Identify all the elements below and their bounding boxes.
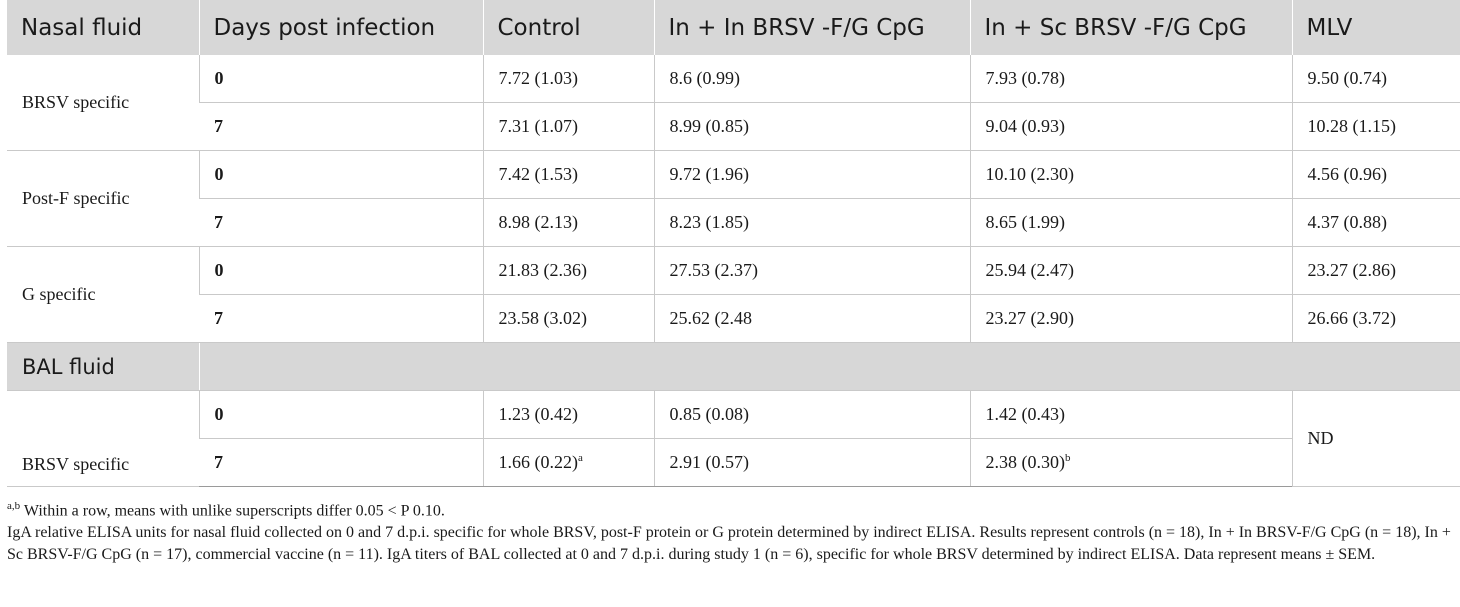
in-in-cell: 27.53 (2.37) — [653, 246, 970, 295]
section-filler — [198, 342, 1460, 391]
in-in-cell: 25.62 (2.48 — [653, 294, 970, 343]
in-sc-cell: 2.38 (0.30)b — [969, 438, 1292, 487]
control-cell: 8.98 (2.13) — [482, 198, 654, 247]
section-title-bal: BAL fluid — [7, 342, 199, 391]
in-in-cell: 8.99 (0.85) — [653, 102, 970, 151]
table-row: 7 1.66 (0.22)a 2.91 (0.57) 2.38 (0.30)b — [7, 438, 1460, 487]
in-in-cell: 0.85 (0.08) — [653, 390, 970, 439]
header-in-in: In + In BRSV -F/G CpG — [653, 0, 970, 55]
control-cell: 7.31 (1.07) — [482, 102, 654, 151]
table-row: BRSV specific 0 1.23 (0.42) 0.85 (0.08) … — [7, 390, 1460, 487]
control-cell: 21.83 (2.36) — [482, 246, 654, 295]
day-cell: 7 — [199, 102, 483, 151]
mlv-cell: 4.37 (0.88) — [1291, 198, 1460, 247]
in-sc-value: 2.38 (0.30) — [985, 452, 1066, 472]
table-row: 7 8.98 (2.13) 8.23 (1.85) 8.65 (1.99) 4.… — [7, 198, 1460, 247]
mlv-cell: 10.28 (1.15) — [1291, 102, 1460, 151]
table-row: 7 7.31 (1.07) 8.99 (0.85) 9.04 (0.93) 10… — [7, 102, 1460, 151]
header-in-sc: In + Sc BRSV -F/G CpG — [969, 0, 1292, 55]
row-group-label: Post-F specific — [7, 150, 199, 247]
iga-table: Nasal fluid Days post infection Control … — [7, 0, 1460, 487]
in-sc-cell: 7.93 (0.78) — [969, 55, 1292, 103]
section-header-row: BAL fluid — [7, 342, 1460, 391]
control-cell: 7.72 (1.03) — [482, 55, 654, 103]
mlv-cell: 4.56 (0.96) — [1291, 150, 1460, 199]
day-cell: 7 — [199, 438, 483, 487]
in-sc-cell: 1.42 (0.43) — [969, 390, 1292, 439]
in-in-cell: 8.23 (1.85) — [653, 198, 970, 247]
day-cell: 0 — [198, 390, 483, 439]
table-row: G specific 0 21.83 (2.36) 27.53 (2.37) 2… — [7, 246, 1460, 343]
table-footnotes: a,b Within a row, means with unlike supe… — [7, 495, 1453, 566]
superscript-b: b — [1065, 452, 1071, 464]
mlv-nd-cell: ND — [1291, 390, 1460, 487]
in-in-cell: 2.91 (0.57) — [653, 438, 970, 487]
day-cell: 7 — [199, 294, 483, 343]
superscript-a: a — [578, 452, 583, 464]
control-cell: 7.42 (1.53) — [482, 150, 654, 199]
in-in-cell: 9.72 (1.96) — [653, 150, 970, 199]
row-group-label: BRSV specific — [7, 390, 199, 487]
footnote-marker: a,b — [7, 500, 21, 512]
header-row: Nasal fluid Days post infection Control … — [7, 0, 1460, 55]
in-sc-value: 1.42 (0.43) — [985, 404, 1066, 424]
day-cell: 0 — [198, 246, 483, 295]
day-cell: 0 — [198, 150, 483, 199]
table-row: Post-F specific 0 7.42 (1.53) 9.72 (1.96… — [7, 150, 1460, 247]
control-cell: 1.23 (0.42) — [482, 390, 654, 439]
in-sc-cell: 9.04 (0.93) — [969, 102, 1292, 151]
mlv-cell: 23.27 (2.86) — [1291, 246, 1460, 295]
row-group-label: G specific — [7, 246, 199, 343]
control-value: 1.66 (0.22) — [498, 452, 579, 472]
control-cell: 23.58 (3.02) — [482, 294, 654, 343]
header-nasal-fluid: Nasal fluid — [7, 0, 199, 55]
day-cell: 0 — [198, 55, 483, 103]
header-control: Control — [482, 0, 654, 55]
in-sc-cell: 25.94 (2.47) — [969, 246, 1292, 295]
mlv-cell: 26.66 (3.72) — [1291, 294, 1460, 343]
day-cell: 7 — [199, 198, 483, 247]
row-group-label: BRSV specific — [7, 55, 199, 151]
mlv-cell: 9.50 (0.74) — [1291, 55, 1460, 103]
in-sc-cell: 23.27 (2.90) — [969, 294, 1292, 343]
table-row: 7 23.58 (3.02) 25.62 (2.48 23.27 (2.90) … — [7, 294, 1460, 343]
table-row: BRSV specific 0 7.72 (1.03) 8.6 (0.99) 7… — [7, 55, 1460, 151]
control-cell: 1.66 (0.22)a — [482, 438, 654, 487]
control-value: 1.23 (0.42) — [498, 404, 579, 424]
footnote-significance: a,b Within a row, means with unlike supe… — [7, 495, 1453, 522]
footnote-text: Within a row, means with unlike superscr… — [20, 502, 445, 520]
footnote-description: IgA relative ELISA units for nasal fluid… — [7, 524, 1451, 564]
in-sc-cell: 10.10 (2.30) — [969, 150, 1292, 199]
in-in-cell: 8.6 (0.99) — [653, 55, 970, 103]
in-sc-cell: 8.65 (1.99) — [969, 198, 1292, 247]
header-days: Days post infection — [198, 0, 483, 55]
header-mlv: MLV — [1291, 0, 1460, 55]
